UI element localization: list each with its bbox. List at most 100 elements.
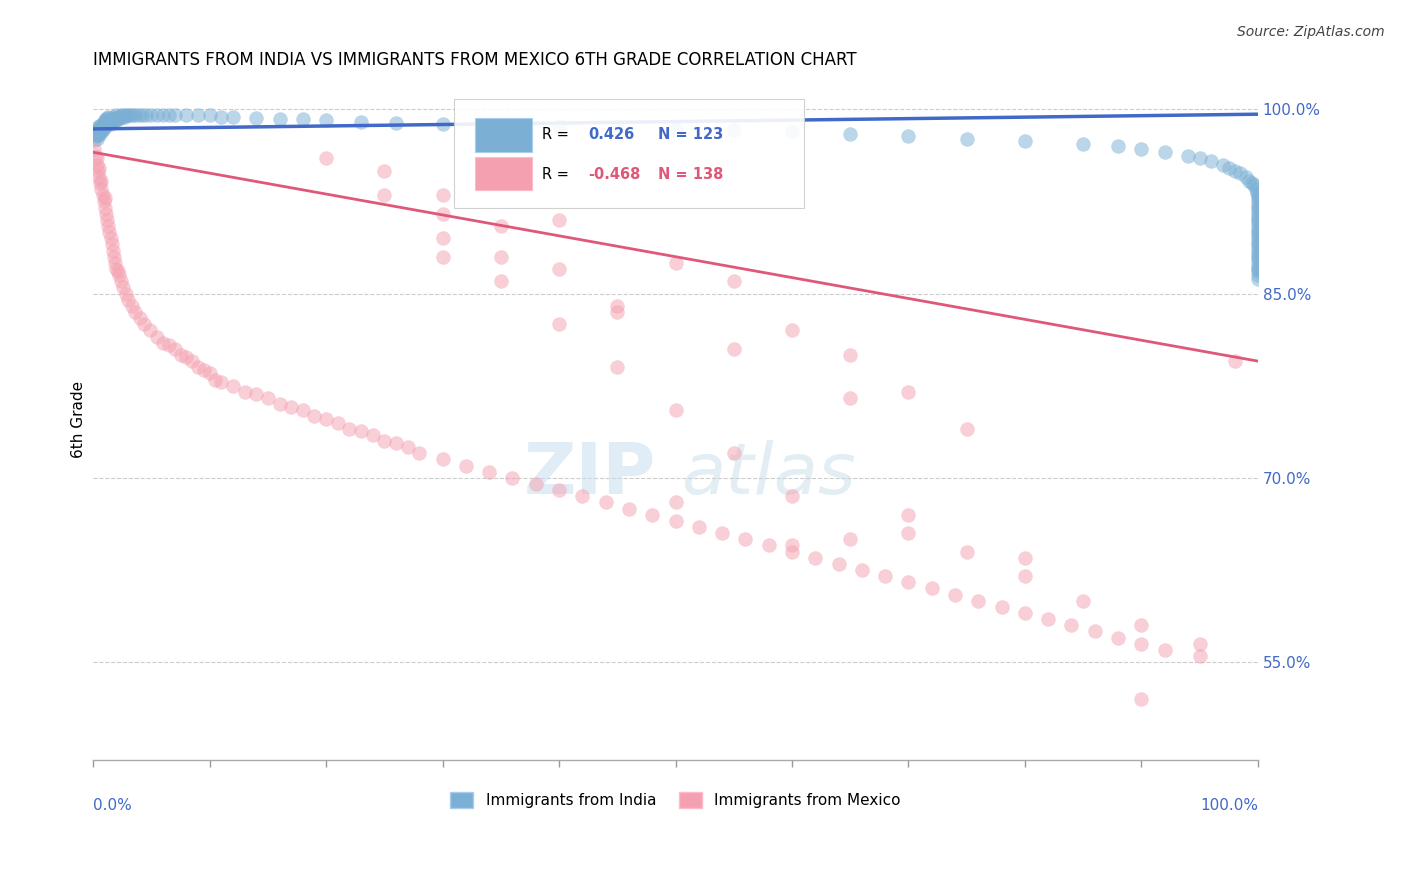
Point [489,250,512,264]
Point [1247,237,1270,252]
Point [87,128,110,142]
Point [90,182,112,196]
Point [723,274,745,288]
Point [86,120,108,135]
Point [617,501,640,516]
Point [606,305,628,319]
Point [245,387,267,401]
Point [209,375,232,389]
Point [86,132,108,146]
Point [117,293,139,307]
Point [758,538,780,552]
Point [1188,637,1211,651]
Point [84,149,107,163]
Point [87,120,110,134]
Point [1247,272,1270,286]
Text: 100.0%: 100.0% [1199,797,1258,813]
Point [233,384,256,399]
Point [489,219,512,233]
Point [524,477,547,491]
Point [1130,142,1153,156]
Point [91,123,114,137]
Point [851,563,873,577]
Text: ZIP: ZIP [524,440,657,508]
Point [1071,593,1094,607]
Point [114,108,136,122]
Point [571,489,593,503]
Point [723,123,745,137]
Point [1247,247,1270,261]
Point [97,110,120,124]
Point [1247,244,1270,258]
Point [1247,202,1270,217]
Point [101,114,124,128]
Point [1188,648,1211,663]
Point [101,237,124,252]
Point [1247,219,1270,233]
Point [101,244,124,258]
Point [107,112,129,127]
Point [1153,642,1175,657]
Point [315,113,337,128]
Point [269,397,291,411]
Point [94,201,117,215]
Point [1246,186,1268,200]
Point [478,465,501,479]
Point [124,305,146,319]
Point [96,212,118,227]
Point [90,173,112,187]
Point [93,120,115,135]
Point [187,360,209,375]
Text: N = 138: N = 138 [658,167,724,182]
Text: 0.426: 0.426 [588,127,634,142]
Point [548,120,571,134]
Point [181,354,204,368]
Point [350,114,373,128]
Point [641,508,664,522]
Point [1084,624,1107,639]
Point [780,323,803,337]
Point [107,264,129,278]
FancyBboxPatch shape [475,118,533,152]
Point [135,108,157,122]
Point [1247,211,1270,225]
Point [664,122,686,136]
Point [943,588,966,602]
Point [91,117,114,131]
Point [1247,252,1270,267]
Point [408,446,430,460]
Point [1234,169,1257,184]
Point [146,329,169,343]
Point [93,114,115,128]
Point [1223,354,1246,368]
Point [198,108,221,122]
Point [84,129,107,144]
Point [921,582,943,596]
Text: R =: R = [541,127,568,142]
Text: Source: ZipAtlas.com: Source: ZipAtlas.com [1237,25,1385,39]
Point [664,403,686,417]
Point [257,391,280,405]
Point [98,225,121,239]
Point [107,110,129,124]
Point [134,318,156,332]
Point [664,256,686,270]
Point [1247,260,1270,274]
Point [176,351,198,365]
Point [83,133,105,147]
Point [110,274,132,288]
Point [664,495,686,509]
Point [86,127,108,141]
Point [120,108,142,122]
Point [606,299,628,313]
Point [1107,631,1129,645]
Point [839,391,862,405]
Point [94,112,117,127]
Point [1247,235,1270,249]
Point [780,124,803,138]
Point [432,452,454,467]
Point [96,111,118,125]
Point [432,188,454,202]
Point [128,108,150,122]
Point [897,508,920,522]
